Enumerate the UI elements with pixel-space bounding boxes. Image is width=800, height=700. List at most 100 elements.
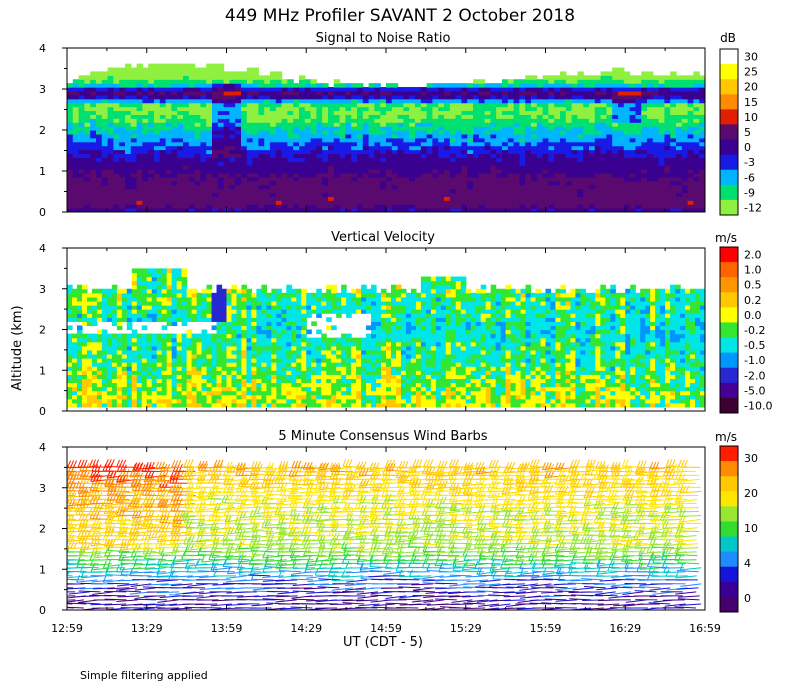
vv-cell [141,337,148,343]
snr-cell [229,75,236,80]
vv-cell [116,402,123,408]
snr-cell [519,161,526,166]
vv-cell [121,300,128,306]
vv-cell [67,394,73,400]
snr-cell [467,184,474,190]
snr-cell [502,106,509,112]
vv-cell [151,292,158,298]
vv-cell [101,370,108,375]
snr-cell [496,172,503,178]
snr-cell [316,208,323,212]
snr-cell [589,196,596,201]
vv-cell [146,374,153,379]
snr-cell [409,114,416,119]
snr-cell [513,169,520,174]
snr-cell [125,157,132,162]
snr-cell [681,118,689,123]
snr-cell [473,157,480,162]
snr-cell [449,192,457,197]
snr-cell [478,176,486,182]
snr-cell [554,149,561,155]
snr-cell [594,106,602,112]
snr-cell [304,87,312,92]
snr-cell [96,75,103,80]
snr-cell [554,169,561,174]
snr-cell [142,145,149,151]
snr-cell [490,157,497,162]
snr-cell [635,172,642,178]
snr-cell [125,79,132,84]
vv-cell [111,313,118,318]
snr-x-axis [66,48,706,212]
snr-cell [84,114,91,119]
snr-cell [380,130,387,135]
snr-cell [200,71,207,76]
snr-cell [461,149,468,155]
snr-cell [223,137,230,143]
snr-cell [362,196,370,201]
snr-cell [519,114,526,119]
snr-cell [223,133,230,139]
vv-cell [76,366,83,371]
snr-cell [154,180,161,186]
snr-cell [328,98,335,104]
snr-cell [484,165,491,170]
snr-cell [606,114,613,119]
snr-cell [560,83,567,88]
snr-cell [130,114,138,119]
snr-cell [606,110,613,115]
vv-cell [116,345,123,351]
snr-cell [328,180,335,186]
snr-cell [78,153,85,158]
snr-cell [287,94,294,100]
vv-cell [141,382,148,388]
snr-cell [606,90,613,96]
snr-cell [125,172,132,178]
snr-cell [403,118,410,123]
snr-cell [368,106,375,112]
snr-cell [438,169,445,174]
snr-cell [600,141,607,147]
vv-cell [191,341,198,347]
vv-cell [211,341,218,347]
vv-cell [101,337,108,343]
snr-cell [293,87,300,92]
snr-cell [212,137,219,143]
snr-cell [252,188,259,194]
snr-cell [206,200,213,205]
snr-cell [357,180,364,186]
snr-cell [374,145,381,151]
vv-cell [196,300,203,306]
snr-cell [357,87,364,92]
snr-cell [270,118,277,123]
snr-cell [519,79,526,84]
vv-cell [81,288,88,294]
snr-cell [444,176,451,182]
snr-cell [594,208,602,212]
vv-cell [186,317,193,322]
vv-cell [236,317,243,322]
snr-cell [513,172,520,178]
snr-cell [548,141,555,147]
snr-cell [322,98,329,104]
vv-cell [196,366,203,371]
snr-cell [577,176,584,182]
snr-cell [194,110,201,115]
snr-cell [275,157,283,162]
snr-cell [206,196,213,201]
snr-cell [606,208,613,212]
snr-cell [72,169,80,174]
snr-cell [629,180,636,186]
snr-cell [67,118,74,123]
snr-cell [229,184,236,190]
snr-cell [531,75,538,80]
snr-cell [473,141,480,147]
snr-cell [374,110,381,115]
vv-cell [121,402,128,408]
vv-cell [101,313,108,318]
snr-cell [473,137,480,143]
vv-cell [71,366,78,371]
vv-cell [86,382,93,388]
snr-cell [101,208,109,212]
snr-cell [391,208,399,212]
